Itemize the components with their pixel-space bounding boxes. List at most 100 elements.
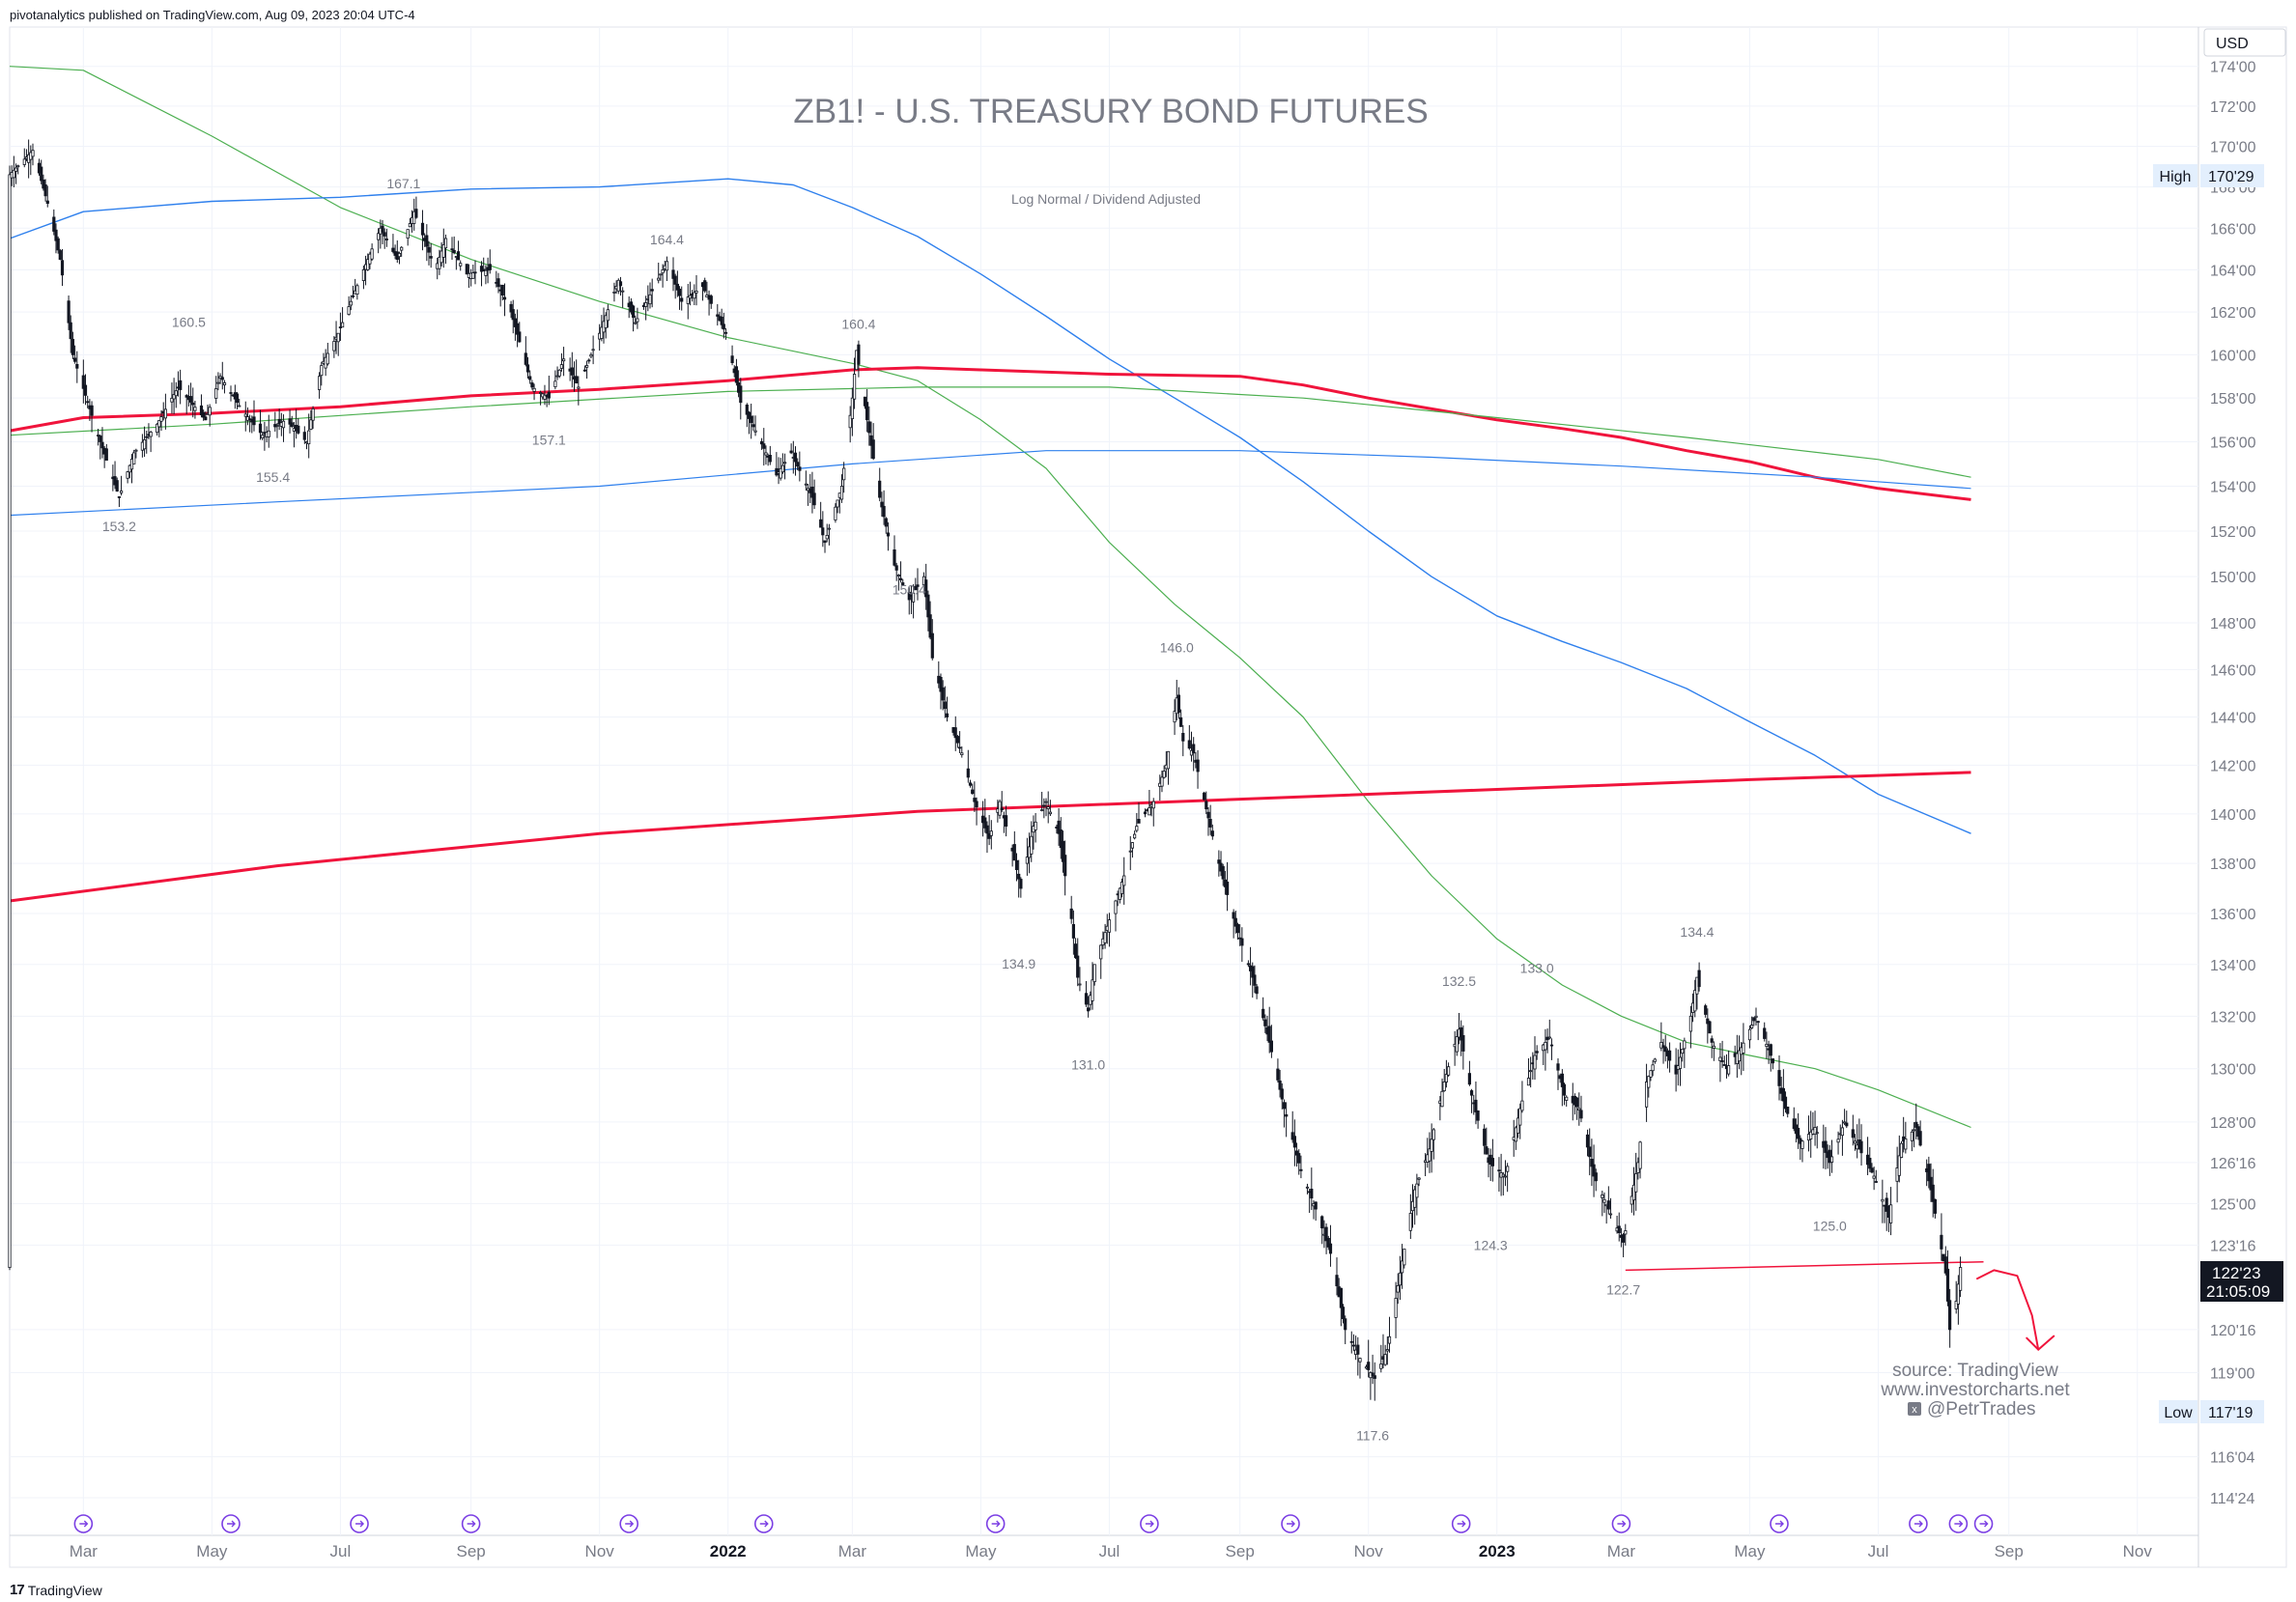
price-bar-body: [208, 407, 212, 416]
price-bar-body: [983, 817, 987, 829]
price-bar-body: [893, 549, 896, 566]
price-bar-body: [1120, 882, 1124, 894]
price-bar-body: [1282, 1102, 1287, 1110]
price-bar-body: [1763, 1027, 1767, 1039]
price-bar-body: [479, 266, 484, 272]
y-tick-label: 136'00: [2210, 907, 2256, 923]
pivot-label: 134.9: [1002, 956, 1035, 971]
price-bar-body: [1061, 840, 1065, 862]
price-bar-body: [1000, 807, 1004, 811]
price-bar-body: [384, 239, 389, 240]
pivot-label: 150.4: [893, 582, 926, 598]
price-bar-body: [821, 527, 825, 536]
price-bar-body: [1649, 1070, 1653, 1078]
price-bar-body: [914, 585, 918, 591]
price-bar-body: [648, 294, 652, 305]
price-bar-body: [1280, 1088, 1284, 1100]
pivot-label: 160.4: [841, 316, 875, 331]
price-bar-body: [216, 381, 220, 384]
price-bar-body: [575, 376, 579, 384]
price-bar-body: [297, 425, 300, 434]
time-axis[interactable]: Mar May Jul Sep Nov 2022 Mar May Jul Sep Nov 2023 Ma…: [70, 1542, 2153, 1560]
high-label-box: [2153, 164, 2197, 187]
price-bar-body: [671, 269, 675, 279]
price-axis[interactable]: 174'00172'00170'00168'00166'00164'00162'…: [2210, 60, 2256, 1507]
price-bar-body: [924, 579, 928, 598]
price-bar-body: [1945, 1268, 1950, 1302]
price-bar-body: [1918, 1131, 1922, 1146]
price-bar-body: [850, 397, 855, 420]
tradingview-logo[interactable]: 17 TradingView: [10, 1582, 102, 1598]
price-bar-body: [1335, 1275, 1339, 1286]
price-bar-body: [414, 209, 418, 218]
price-bar-body: [1285, 1114, 1289, 1117]
x-tick-label: Nov: [2123, 1542, 2153, 1560]
price-bar-body: [747, 411, 751, 419]
price-bar-body: [1373, 1375, 1376, 1379]
price-bar-body: [768, 454, 772, 463]
price-bar-body: [1019, 879, 1023, 889]
pivot-label: 155.4: [256, 469, 290, 485]
price-bar-body: [332, 341, 336, 351]
price-bar-body: [347, 306, 351, 316]
price-bar-body: [277, 418, 281, 425]
price-bar-body: [220, 377, 224, 380]
price-bar-body: [1899, 1142, 1904, 1158]
price-bar-body: [132, 452, 136, 464]
price-bar-body: [559, 364, 564, 369]
x-tick-label: 2023: [1479, 1542, 1516, 1560]
price-bar-body: [570, 367, 574, 376]
price-bar-body: [482, 268, 486, 272]
y-tick-label: 114'24: [2210, 1491, 2254, 1507]
price-bar-body: [1520, 1100, 1524, 1111]
price-bar-body: [336, 332, 340, 343]
price-bar-body: [1221, 866, 1225, 880]
price-bar-body: [1398, 1272, 1402, 1286]
price-bar-body: [553, 380, 557, 387]
series-line-1: [9, 66, 1971, 1129]
bar-countdown: 21:05:09: [2206, 1282, 2270, 1301]
price-bar-body: [1044, 801, 1048, 803]
price-bar-body: [22, 158, 26, 165]
price-bar-body: [612, 291, 616, 294]
price-bar-body: [1556, 1063, 1560, 1071]
watermark-source: source: TradingView: [1892, 1361, 2058, 1381]
price-bar-body: [1742, 1042, 1745, 1054]
y-tick-label: 138'00: [2210, 857, 2256, 873]
price-bar-body: [1413, 1189, 1417, 1208]
price-bar-body: [539, 392, 543, 394]
price-bar-body: [1255, 986, 1259, 995]
price-bar-body: [81, 375, 85, 389]
price-bar-body: [1544, 1042, 1547, 1051]
currency-label[interactable]: USD: [2203, 28, 2286, 57]
price-bar-body: [1929, 1176, 1933, 1191]
price-bar-body: [1341, 1307, 1346, 1319]
watermark-handle: @PetrTrades: [1927, 1399, 2036, 1419]
price-bar-body: [1647, 1076, 1651, 1088]
price-bar-body: [661, 268, 665, 274]
price-bar-body: [459, 263, 463, 267]
pivot-label: 153.2: [102, 519, 136, 534]
tradingview-brand-text: TradingView: [27, 1582, 102, 1598]
price-bar-body: [1769, 1044, 1772, 1056]
price-bar-body: [1706, 1018, 1710, 1025]
price-bar-body: [543, 394, 547, 400]
price-bar-body: [1645, 1082, 1649, 1108]
event-marker-glyph: [355, 1520, 365, 1528]
price-bar-body: [1547, 1036, 1551, 1039]
price-bar-body: [1324, 1226, 1328, 1242]
price-bar-body: [878, 480, 882, 498]
event-markers[interactable]: [73, 1514, 1994, 1533]
currency-text: USD: [2216, 36, 2249, 52]
x-tick-label: Sep: [1226, 1542, 1255, 1560]
price-bar-body: [496, 278, 500, 288]
price-bar-body: [1653, 1058, 1657, 1062]
price-bar-body: [1710, 1038, 1714, 1043]
y-tick-label: 164'00: [2210, 263, 2256, 279]
price-bar-body: [703, 280, 707, 292]
pivot-label: 132.5: [1442, 973, 1476, 989]
price-bar-body: [1606, 1200, 1610, 1210]
price-bar-body: [366, 259, 370, 270]
y-tick-label: 132'00: [2210, 1009, 2256, 1026]
